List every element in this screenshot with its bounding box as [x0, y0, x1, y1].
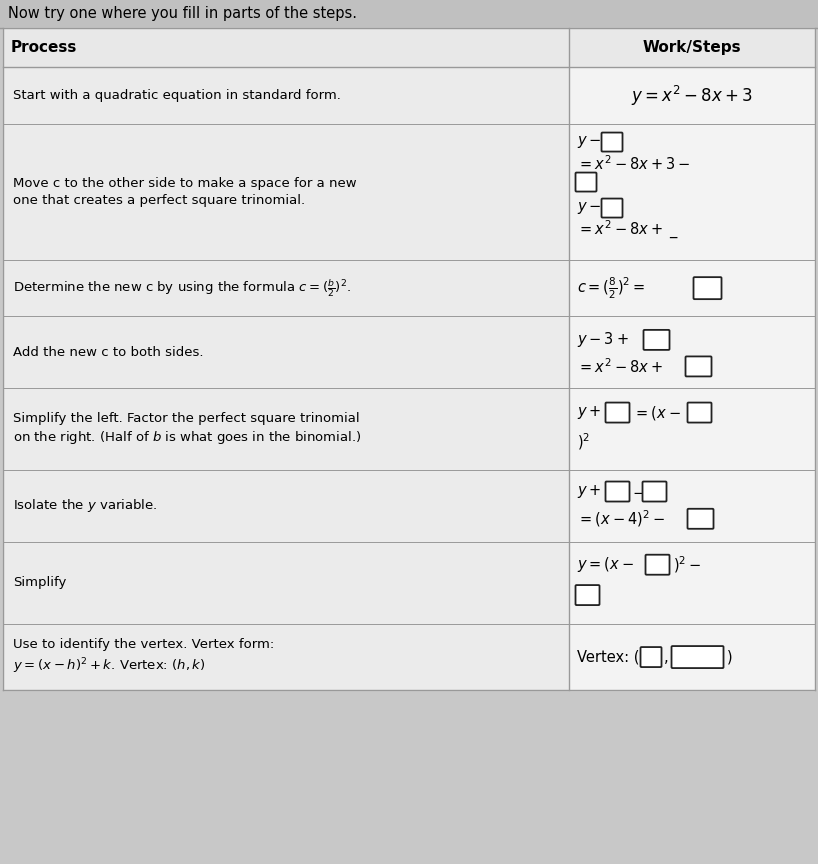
- FancyBboxPatch shape: [694, 277, 721, 299]
- Text: $= (x-$: $= (x-$: [632, 403, 681, 422]
- FancyBboxPatch shape: [605, 403, 630, 422]
- Text: ,: ,: [663, 650, 668, 664]
- Text: $= (x - 4)^2-$: $= (x - 4)^2-$: [577, 508, 664, 529]
- Bar: [569, 124, 815, 260]
- FancyBboxPatch shape: [642, 481, 667, 501]
- Bar: [3, 260, 569, 316]
- FancyBboxPatch shape: [640, 647, 662, 667]
- Text: $y = x^2 - 8x + 3$: $y = x^2 - 8x + 3$: [631, 84, 753, 107]
- FancyBboxPatch shape: [687, 509, 713, 529]
- Text: Simplify the left. Factor the perfect square trinomial
on the right. (Half of $b: Simplify the left. Factor the perfect sq…: [13, 411, 362, 447]
- Bar: [569, 28, 815, 67]
- Text: $= x^2 - 8x + 3-$: $= x^2 - 8x + 3-$: [577, 154, 690, 173]
- Text: $y - 3+$: $y - 3+$: [577, 330, 628, 349]
- Text: Simplify: Simplify: [13, 576, 66, 589]
- Text: Move c to the other side to make a space for a new
one that creates a perfect sq: Move c to the other side to make a space…: [13, 177, 357, 206]
- Text: Isolate the $y$ variable.: Isolate the $y$ variable.: [13, 498, 158, 514]
- FancyBboxPatch shape: [672, 646, 723, 668]
- FancyBboxPatch shape: [685, 357, 712, 377]
- Bar: [3, 624, 569, 690]
- Text: ): ): [726, 650, 732, 664]
- Text: Vertex: (: Vertex: (: [577, 650, 639, 664]
- FancyBboxPatch shape: [601, 199, 622, 218]
- Bar: [3, 316, 569, 388]
- Text: Work/Steps: Work/Steps: [642, 40, 741, 55]
- Text: $= x^2 - 8x+$: $= x^2 - 8x+$: [577, 357, 663, 376]
- Bar: [3, 470, 569, 542]
- Text: Process: Process: [11, 40, 78, 55]
- FancyBboxPatch shape: [576, 173, 596, 192]
- FancyBboxPatch shape: [645, 555, 669, 575]
- FancyBboxPatch shape: [605, 481, 630, 501]
- Bar: [569, 260, 815, 316]
- Text: $y-$: $y-$: [577, 134, 601, 149]
- Text: $-$: $-$: [631, 484, 645, 499]
- Text: Determine the new c by using the formula $c = (\frac{b}{2})^2$.: Determine the new c by using the formula…: [13, 277, 351, 299]
- Bar: [3, 542, 569, 624]
- Text: Now try one where you fill in parts of the steps.: Now try one where you fill in parts of t…: [8, 6, 357, 22]
- FancyBboxPatch shape: [576, 585, 600, 605]
- Text: $y+$: $y+$: [577, 404, 601, 421]
- Bar: [569, 470, 815, 542]
- Text: $= x^2 - 8x +$ _: $= x^2 - 8x +$ _: [577, 219, 679, 240]
- Bar: [569, 316, 815, 388]
- Text: Start with a quadratic equation in standard form.: Start with a quadratic equation in stand…: [13, 89, 341, 102]
- FancyBboxPatch shape: [644, 330, 669, 350]
- Bar: [569, 542, 815, 624]
- Text: $)^2$: $)^2$: [577, 431, 590, 452]
- Bar: [569, 388, 815, 470]
- Bar: [3, 67, 569, 124]
- Bar: [569, 67, 815, 124]
- Bar: [569, 624, 815, 690]
- Text: $)^2-$: $)^2-$: [672, 555, 701, 575]
- Text: Add the new c to both sides.: Add the new c to both sides.: [13, 346, 204, 359]
- FancyBboxPatch shape: [601, 132, 622, 151]
- Text: $y-$: $y-$: [577, 200, 601, 215]
- Bar: [3, 124, 569, 260]
- Text: Use to identify the vertex. Vertex form:
$y = (x - h)^2 + k$. Vertex: $(h, k)$: Use to identify the vertex. Vertex form:…: [13, 638, 274, 677]
- FancyBboxPatch shape: [687, 403, 712, 422]
- Text: $y = (x-$: $y = (x-$: [577, 556, 633, 575]
- Bar: [3, 28, 569, 67]
- Text: $y+$: $y+$: [577, 483, 601, 500]
- Text: $c = (\frac{8}{2})^2 =$: $c = (\frac{8}{2})^2 =$: [577, 276, 645, 301]
- Bar: [3, 388, 569, 470]
- Bar: [0, 0, 818, 28]
